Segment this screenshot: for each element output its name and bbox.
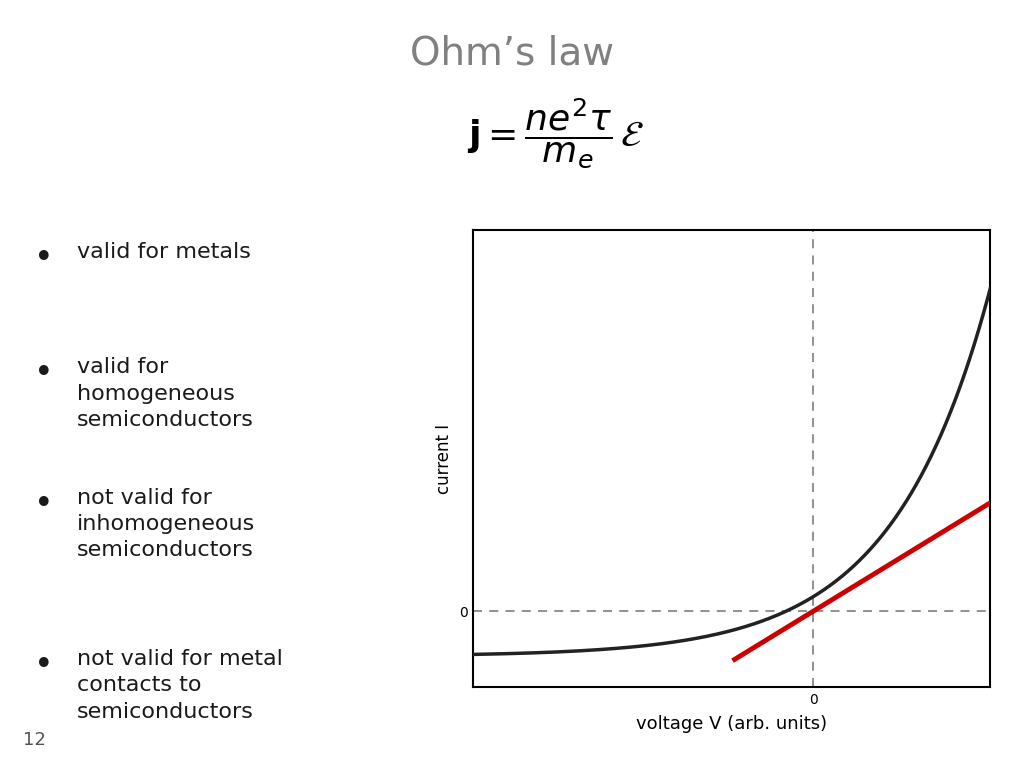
Text: •: • (34, 242, 53, 275)
Text: •: • (34, 357, 53, 390)
Text: $\mathbf{j} = \dfrac{ne^2\tau}{m_e}\,\mathcal{E}$: $\mathbf{j} = \dfrac{ne^2\tau}{m_e}\,\ma… (467, 96, 644, 170)
Text: valid for metals: valid for metals (77, 242, 251, 262)
Y-axis label: current I: current I (435, 424, 454, 494)
Text: not valid for metal
contacts to
semiconductors: not valid for metal contacts to semicond… (77, 649, 283, 722)
Text: •: • (34, 488, 53, 521)
Text: not valid for
inhomogeneous
semiconductors: not valid for inhomogeneous semiconducto… (77, 488, 255, 561)
Text: valid for
homogeneous
semiconductors: valid for homogeneous semiconductors (77, 357, 254, 430)
Text: •: • (34, 649, 53, 682)
Text: 12: 12 (23, 731, 45, 749)
Text: Ohm’s law: Ohm’s law (410, 35, 614, 72)
X-axis label: voltage V (arb. units): voltage V (arb. units) (636, 715, 827, 733)
